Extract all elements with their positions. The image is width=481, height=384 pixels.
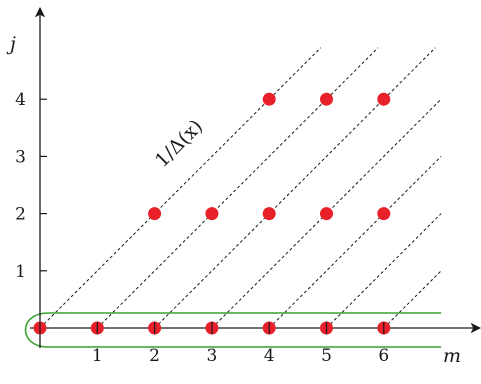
data-point [377, 207, 391, 221]
diagonal-line [383, 270, 442, 329]
data-point [320, 207, 333, 221]
y-tick-label: 2 [15, 205, 26, 225]
x-tick-label: 2 [149, 346, 160, 366]
data-point [262, 207, 276, 221]
y-tick-label: 3 [15, 147, 26, 167]
y-axis-label: j [6, 33, 16, 55]
diagonal-lines [39, 47, 442, 329]
highlight-band [24, 312, 442, 348]
x-axis-label: m [443, 345, 461, 367]
diagonal-line [96, 47, 379, 329]
x-tick-label: 4 [264, 346, 275, 366]
data-point [262, 92, 276, 106]
lattice-points [33, 92, 391, 335]
diagonal-line [268, 156, 442, 329]
diagonal-line [326, 213, 442, 329]
x-tick-label: 3 [206, 346, 217, 366]
y-tick-label: 4 [15, 90, 26, 110]
annotation-label: 1/Δ(x) [151, 115, 207, 171]
y-tick-label: 1 [15, 262, 26, 282]
data-point [205, 207, 219, 221]
y-ticks: 1 2 3 4 [15, 90, 47, 282]
highlight-outline [24, 312, 442, 348]
x-tick-label: 1 [92, 346, 103, 366]
diagonal-line [39, 47, 322, 329]
x-tick-label: 6 [378, 346, 389, 366]
diagonal-line [154, 47, 436, 329]
data-point [377, 92, 391, 106]
x-tick-label: 5 [321, 346, 332, 366]
data-point [320, 92, 333, 106]
data-point [148, 207, 162, 221]
